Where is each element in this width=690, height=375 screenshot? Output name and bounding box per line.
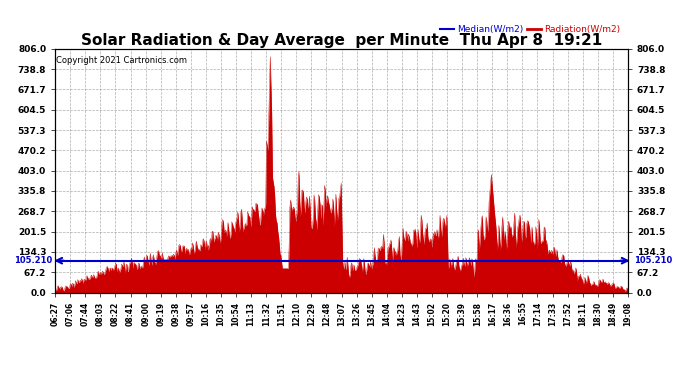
Text: 105.210: 105.210 [14,256,52,265]
Text: Copyright 2021 Cartronics.com: Copyright 2021 Cartronics.com [57,56,188,65]
Legend: Median(W/m2), Radiation(W/m2): Median(W/m2), Radiation(W/m2) [437,22,623,38]
Title: Solar Radiation & Day Average  per Minute  Thu Apr 8  19:21: Solar Radiation & Day Average per Minute… [81,33,602,48]
Text: 105.210: 105.210 [633,256,672,265]
